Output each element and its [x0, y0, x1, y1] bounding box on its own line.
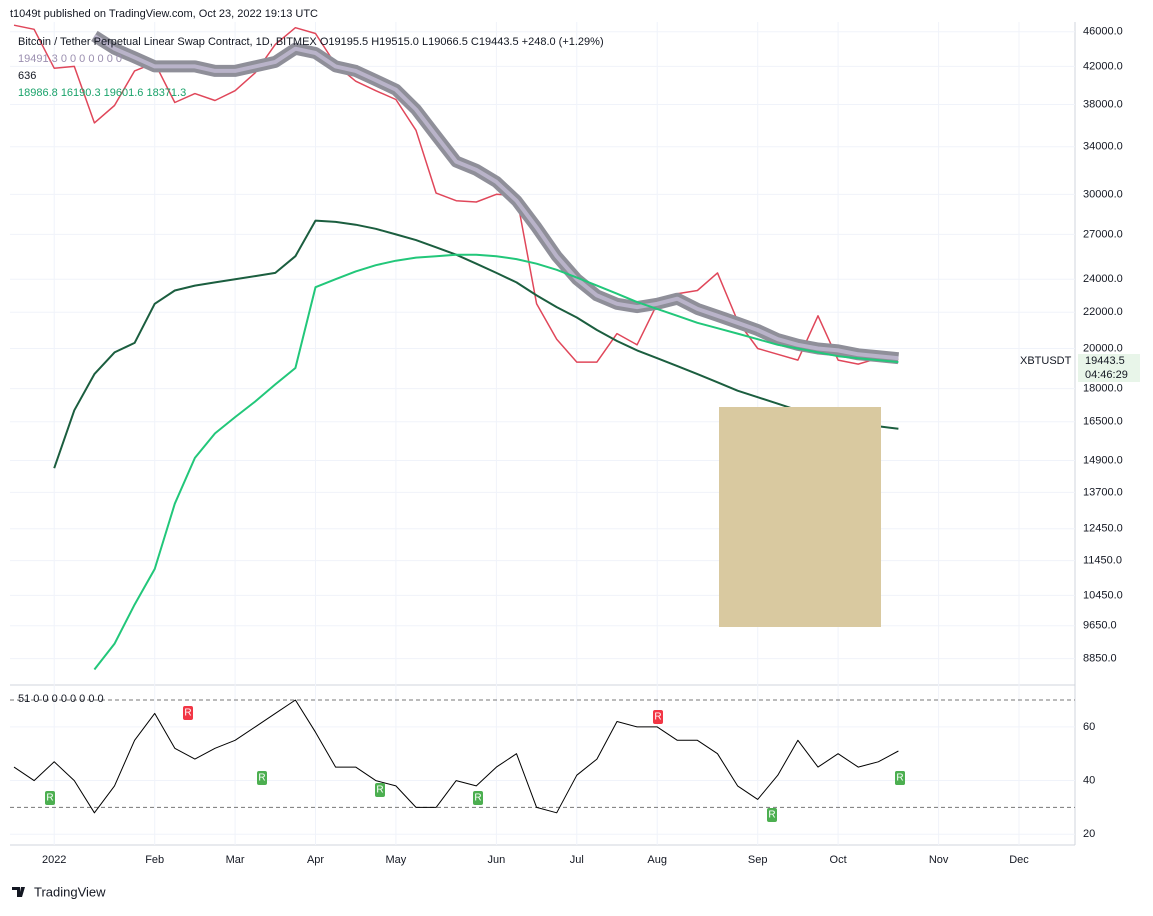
footer-brand: TradingView: [34, 884, 106, 899]
y-tick-label: 60: [1083, 721, 1095, 733]
divergence-badge: [473, 791, 483, 805]
series-line: [53, 219, 899, 469]
divergence-label: R: [768, 810, 775, 821]
artwork-image: [719, 407, 881, 627]
divergence-label: R: [896, 773, 903, 784]
price-badge: [1078, 354, 1140, 382]
divergence-badge: [45, 791, 55, 805]
price-badge-countdown: 04:46:29: [1085, 369, 1128, 381]
y-tick-label: 13700.0: [1083, 486, 1123, 498]
y-tick-label: 34000.0: [1083, 141, 1123, 153]
y-tick-label: 16500.0: [1083, 416, 1123, 428]
x-tick-label: May: [386, 854, 407, 866]
legend-row: 19491.3 0 0 0 0 0 0 0: [18, 53, 122, 65]
y-tick-label: 20000.0: [1083, 342, 1123, 354]
brand-logo: [12, 887, 25, 897]
y-tick-label: 14900.0: [1083, 454, 1123, 466]
y-tick-label: 22000.0: [1083, 306, 1123, 318]
symbol-legend: Bitcoin / Tether Perpetual Linear Swap C…: [18, 36, 604, 48]
series-line-core: [93, 34, 899, 361]
y-tick-label: 42000.0: [1083, 60, 1123, 72]
x-tick-label: Dec: [1009, 854, 1029, 866]
x-tick-label: Jun: [488, 854, 506, 866]
series-line: [93, 253, 899, 671]
y-tick-label: 8850.0: [1083, 653, 1117, 665]
divergence-badge: [183, 706, 193, 720]
x-tick-label: Sep: [748, 854, 768, 866]
y-tick-label: 24000.0: [1083, 273, 1123, 285]
rsi-legend: 51 0 0 0 0 0 0 0 0: [18, 693, 104, 705]
divergence-badge: [767, 808, 777, 822]
y-tick-label: 38000.0: [1083, 98, 1123, 110]
divergence-label: R: [474, 793, 481, 804]
x-tick-label: Apr: [307, 854, 324, 866]
legend-row: 636: [18, 70, 36, 82]
x-tick-label: Jul: [570, 854, 584, 866]
x-tick-label: Oct: [830, 854, 847, 866]
x-tick-label: 2022: [42, 854, 66, 866]
y-tick-label: 11450.0: [1083, 555, 1122, 567]
y-tick-label: 18000.0: [1083, 383, 1123, 395]
published: t1049t published on TradingView.com, Oct…: [10, 8, 318, 20]
symbol-badge: XBTUSDT: [1020, 355, 1072, 367]
y-tick-label: 9650.0: [1083, 620, 1117, 632]
y-tick-label: 27000.0: [1083, 228, 1123, 240]
y-tick-label: 20: [1083, 828, 1095, 840]
y-tick-label: 12450.0: [1083, 523, 1123, 535]
y-tick-label: 10450.0: [1083, 589, 1123, 601]
price-badge-price: 19443.5: [1085, 355, 1125, 367]
x-tick-label: Aug: [647, 854, 667, 866]
y-tick-label: 46000.0: [1083, 26, 1123, 38]
divergence-label: R: [46, 793, 53, 804]
divergence-label: R: [258, 773, 265, 784]
x-tick-label: Feb: [145, 854, 164, 866]
divergence-label: R: [184, 708, 191, 719]
divergence-badge: [257, 771, 267, 785]
divergence-badge: [653, 710, 663, 724]
series-line: [13, 699, 899, 814]
x-tick-label: Mar: [226, 854, 245, 866]
divergence-badge: [375, 783, 385, 797]
y-tick-label: 30000.0: [1083, 188, 1123, 200]
legend-row: 18986.8 16190.3 19601.6 18371.3: [18, 87, 186, 99]
series-line: [13, 24, 899, 365]
x-tick-label: Nov: [929, 854, 949, 866]
divergence-label: R: [654, 712, 661, 723]
divergence-label: R: [376, 785, 383, 796]
y-tick-label: 40: [1083, 774, 1095, 786]
divergence-badge: [895, 771, 905, 785]
